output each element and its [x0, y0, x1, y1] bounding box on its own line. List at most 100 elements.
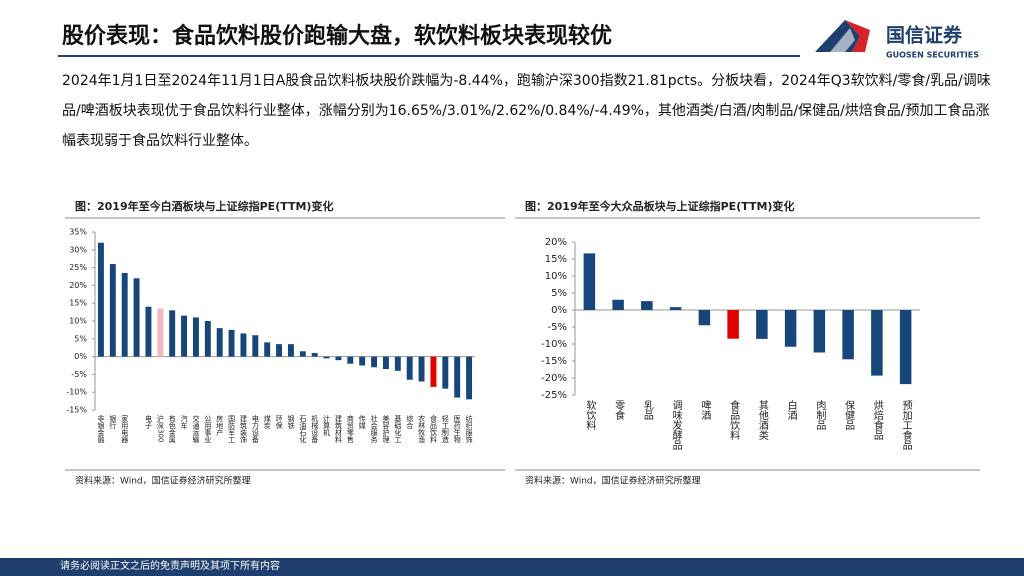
bar [276, 344, 283, 357]
y-tick-label: 0% [551, 305, 567, 316]
bar [641, 301, 653, 310]
footer: 请务必阅读正文之后的免责声明及其项下所有内容 [0, 558, 1024, 576]
bar [784, 310, 797, 347]
bar [813, 310, 826, 353]
bar [133, 278, 140, 357]
x-tick-label: 非银金融 [97, 414, 105, 444]
x-tick-label: 白酒 [785, 399, 797, 421]
x-tick-label: 石油石化 [299, 415, 307, 444]
x-tick-label: 轻工制造 [441, 414, 449, 444]
bar [406, 356, 413, 380]
x-tick-label: 烘焙食品 [871, 400, 883, 441]
y-tick-label: -10% [66, 388, 87, 397]
bar [145, 306, 152, 357]
bar [727, 310, 739, 339]
x-tick-label: 建筑装饰 [239, 414, 247, 444]
x-tick-label: 美容护理 [382, 414, 390, 443]
bar [394, 356, 401, 371]
slide-title: 股价表现：食品饮料股价跑输大盘，软饮料板块表现较优 [62, 24, 613, 49]
bar [454, 356, 461, 398]
x-tick-label: 食品饮料 [429, 414, 437, 444]
y-tick-label: -5% [71, 370, 87, 379]
bar [359, 356, 366, 366]
y-tick-label: -15% [66, 406, 87, 415]
logo: 国信证券 GUOSEN SECURITIES [815, 20, 979, 60]
bar [252, 335, 259, 357]
bar [181, 315, 188, 357]
y-tick-label: -20% [541, 373, 567, 384]
x-tick-label: 医药生物 [453, 415, 461, 444]
x-tick-label: 其他酒类 [756, 400, 768, 441]
bar [216, 328, 223, 357]
x-tick-label: 建筑材料 [334, 414, 342, 444]
y-tick-label: 35% [69, 228, 87, 237]
source-note: 资料来源：Wind，国信证券经济研究所整理 [75, 475, 251, 487]
bar [418, 356, 425, 382]
x-tick-label: 家用电器 [121, 414, 129, 444]
logo-en: GUOSEN SECURITIES [886, 51, 979, 60]
x-tick-label: 肉制品 [814, 399, 826, 431]
bar [442, 356, 449, 389]
x-tick-label: 电力设备 [251, 414, 259, 444]
bar [583, 253, 596, 310]
y-tick-label: 10% [545, 271, 567, 282]
bar [323, 356, 330, 359]
y-tick-label: 10% [69, 317, 87, 326]
bar [466, 356, 473, 400]
logo-cn: 国信证券 [886, 24, 963, 47]
x-tick-label: 电子 [144, 414, 152, 429]
x-tick-label: 调味发酵品 [670, 400, 682, 451]
chart-title: 图：2019年至今大众品板块与上证综指PE(TTM)变化 [525, 199, 794, 213]
x-tick-label: 银行 [109, 414, 117, 430]
y-tick-label: 5% [74, 334, 87, 343]
source-note: 资料来源：Wind，国信证券经济研究所整理 [525, 475, 701, 487]
x-tick-label: 国防军工 [228, 415, 236, 443]
x-tick-label: 预加工食品 [900, 400, 912, 451]
x-tick-label: 零食 [613, 400, 625, 421]
x-tick-label: 有色金属 [168, 414, 176, 444]
y-tick-label: 20% [545, 237, 567, 248]
x-tick-label: 房地产 [216, 414, 224, 437]
bar [899, 310, 912, 385]
x-tick-label: 煤炭 [263, 414, 271, 430]
summary-paragraph: 2024年1月1日至2024年11月1日A股食品饮料板块股价跌幅为-8.44%，… [62, 73, 991, 149]
x-tick-label: 传媒 [358, 414, 366, 430]
bar [121, 272, 128, 357]
y-tick-label: 15% [69, 299, 87, 308]
y-tick-label: 20% [69, 281, 87, 290]
y-tick-label: -10% [541, 339, 567, 350]
x-tick-label: 软饮料 [584, 399, 596, 431]
bar [335, 356, 342, 361]
y-tick-label: -5% [548, 322, 567, 333]
x-tick-label: 社会服务 [370, 414, 378, 444]
x-tick-label: 环保 [275, 415, 283, 430]
x-tick-label: 食品饮料 [728, 399, 740, 441]
x-tick-label: 综合 [406, 414, 414, 430]
bar [756, 310, 768, 339]
bar [287, 344, 294, 357]
x-tick-label: 纺织服饰 [465, 414, 473, 444]
bar [240, 333, 247, 357]
chart-title: 图：2019年至今白酒板块与上证综指PE(TTM)变化 [75, 199, 333, 213]
y-tick-label: 5% [551, 288, 567, 299]
bar [842, 310, 854, 360]
bar [382, 356, 389, 370]
x-tick-label: 计算机 [323, 414, 331, 437]
y-tick-label: 0% [74, 352, 87, 361]
x-tick-label: 乳品 [641, 399, 653, 421]
bar [871, 310, 883, 376]
bar [299, 351, 306, 357]
bar [347, 356, 354, 364]
bar [698, 310, 711, 326]
x-tick-label: 机械设备 [311, 414, 319, 444]
bar [192, 317, 199, 357]
bar [264, 342, 271, 357]
x-tick-label: 公用事业 [204, 415, 212, 443]
bar [169, 310, 176, 357]
bar [371, 356, 378, 368]
x-tick-label: 农林牧渔 [418, 414, 426, 444]
bar [612, 299, 624, 310]
y-tick-label: -25% [541, 390, 567, 401]
x-tick-label: 基础化工 [394, 414, 402, 443]
